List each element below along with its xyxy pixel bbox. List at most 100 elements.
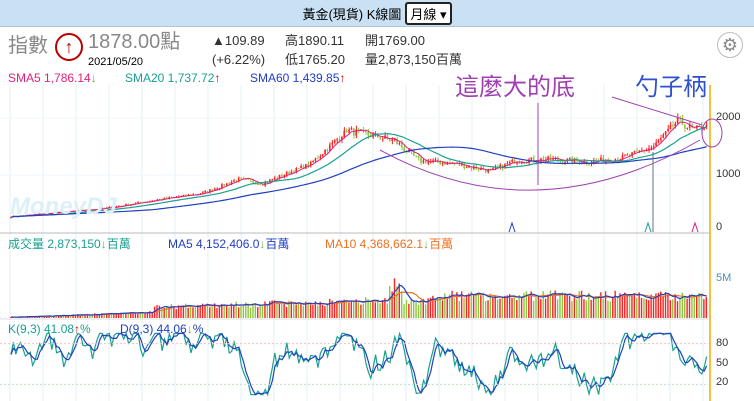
volume-bar xyxy=(482,293,484,318)
volume-bar xyxy=(343,299,345,318)
volume-bar xyxy=(628,294,631,318)
volume-bar xyxy=(211,306,213,318)
volume-bar xyxy=(520,297,523,318)
down-arrow-icon: ↓ xyxy=(186,322,193,336)
volume-bar xyxy=(420,299,422,318)
volume-bar xyxy=(604,291,607,318)
volume-bar xyxy=(650,294,652,318)
volume-bar xyxy=(643,298,645,318)
volume-bar xyxy=(583,299,585,318)
volume-bar xyxy=(254,303,257,318)
volume-bar xyxy=(381,300,384,318)
volume-bar xyxy=(259,306,261,318)
candle xyxy=(573,158,576,163)
candle xyxy=(273,177,276,180)
handle-circle-annotation xyxy=(701,118,723,148)
volume-bar xyxy=(45,316,48,318)
candle xyxy=(669,125,672,129)
candle xyxy=(353,128,355,136)
candle xyxy=(281,175,283,177)
vol-ma5-legend: MA5 4,152,406.0↓百萬 xyxy=(168,237,289,251)
signal-marker-icon xyxy=(691,221,699,233)
volume-bar xyxy=(681,292,684,318)
volume-bar xyxy=(547,294,549,318)
unit: 百萬 xyxy=(106,237,131,251)
volume-bar xyxy=(415,302,417,318)
volume-bar xyxy=(513,297,516,318)
volume-bar xyxy=(631,294,633,318)
volume-bar xyxy=(504,295,506,318)
candle xyxy=(684,124,686,129)
candle xyxy=(626,154,629,156)
volume-bar xyxy=(417,304,420,318)
settings-gear-icon[interactable]: ⚙ xyxy=(717,32,743,58)
sma20-value: SMA20 1,737.72 xyxy=(125,71,215,85)
period-select[interactable]: 月線 ▾ xyxy=(405,1,452,25)
candle xyxy=(206,191,209,193)
candle xyxy=(513,159,516,164)
candle xyxy=(578,161,581,164)
candle xyxy=(259,183,262,185)
volume-bar xyxy=(194,307,197,318)
volume-bar xyxy=(638,292,640,318)
candle xyxy=(137,202,139,204)
volume-bar xyxy=(312,304,314,318)
volume-bar xyxy=(120,312,122,318)
volume-bar xyxy=(213,303,216,318)
volume-bar xyxy=(321,304,324,318)
volume-bar xyxy=(645,299,648,318)
volume-bar xyxy=(129,312,132,318)
volume-bar xyxy=(355,299,357,318)
volume-bar xyxy=(297,303,300,318)
volume-bar xyxy=(177,305,180,318)
volume-bar xyxy=(388,286,391,318)
volume-bar xyxy=(108,312,110,318)
volume-bar xyxy=(384,298,386,318)
volume-bar xyxy=(249,307,252,318)
volume-bar xyxy=(616,297,619,318)
candle xyxy=(530,157,533,160)
volume-bar xyxy=(81,314,84,318)
volume-bar xyxy=(43,316,45,318)
candle xyxy=(261,184,264,186)
candle xyxy=(367,132,369,136)
volume-bar xyxy=(662,296,664,318)
sma5-value: SMA5 1,786.14 xyxy=(8,71,91,85)
volume-bar xyxy=(424,304,427,318)
vol-ma10-value: MA10 4,368,662.1 xyxy=(325,237,424,251)
candle xyxy=(652,146,655,148)
volume-bar xyxy=(182,305,185,318)
candle xyxy=(345,130,348,133)
volume-bar xyxy=(189,305,192,318)
volume-bar xyxy=(379,303,381,318)
volume-bar xyxy=(50,316,53,318)
candle xyxy=(422,160,425,163)
candle xyxy=(218,187,221,189)
volume-bar xyxy=(633,293,636,318)
volume-bar xyxy=(475,293,477,318)
change: ▲109.89 xyxy=(212,33,265,48)
candle xyxy=(403,147,405,151)
volume-bar xyxy=(544,298,547,318)
volume-bar xyxy=(592,298,595,318)
volume-bar xyxy=(400,291,403,318)
volume-bar xyxy=(588,292,590,318)
candle xyxy=(506,163,509,165)
candle xyxy=(156,199,158,201)
volume-bar xyxy=(624,292,626,318)
volume-bar xyxy=(655,293,657,318)
volume-bar xyxy=(132,312,134,318)
volume-bar xyxy=(242,304,245,318)
volume-bar xyxy=(573,297,576,318)
candle xyxy=(393,138,396,140)
volume-bar xyxy=(197,305,199,318)
volume-bar xyxy=(376,299,379,318)
y-tick-2000: 2000 xyxy=(716,111,741,123)
candle xyxy=(518,162,521,164)
candle xyxy=(223,184,226,186)
volume-bar xyxy=(233,305,235,318)
volume-bar xyxy=(175,309,177,318)
volume-bar xyxy=(439,297,441,318)
volume-bar xyxy=(691,294,693,318)
